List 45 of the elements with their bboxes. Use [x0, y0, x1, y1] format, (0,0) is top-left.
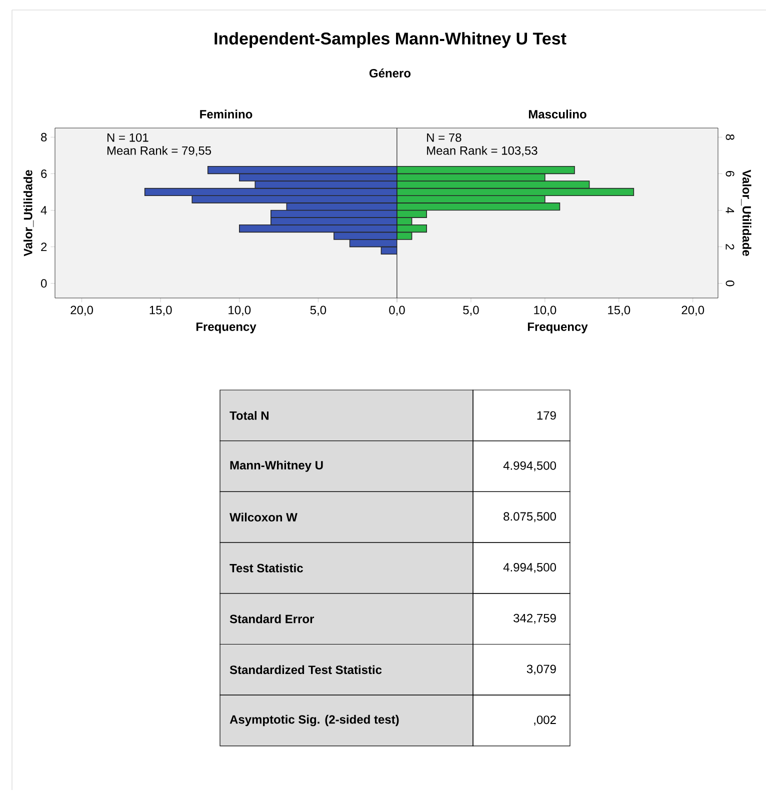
y-tick-label: 0	[40, 279, 47, 288]
text: 4.994,500	[503, 563, 556, 573]
x-tick-label: 15,0	[150, 306, 172, 316]
text: 4.994,500	[503, 461, 556, 472]
chart-title: Feminino	[200, 110, 252, 118]
y-tick-label: 8	[40, 132, 46, 142]
annotation: N = 78	[426, 133, 462, 142]
y-axis-title: Valor_Utilidade	[740, 170, 752, 256]
annotation: N = 101	[107, 133, 148, 142]
y-tick-label: 0	[726, 280, 734, 286]
text: 179	[537, 411, 556, 420]
text: Asymptotic Sig. (2-sided test)	[230, 714, 399, 726]
y-tick-label: 2	[726, 244, 734, 250]
x-tick-label: 20,0	[682, 306, 704, 316]
text: Género	[369, 68, 410, 78]
text: Standard Error	[230, 614, 314, 624]
y-tick-label: 8	[726, 134, 734, 140]
y-tick-label: 2	[40, 242, 46, 252]
x-tick-label: 10,0	[228, 306, 250, 316]
text: ,002	[534, 716, 556, 726]
y-tick-label: 4	[40, 206, 47, 214]
x-tick-label: 10,0	[534, 306, 556, 316]
text: Mann-Whitney U	[230, 460, 323, 472]
text: Test Statistic	[229, 564, 303, 572]
text: 342,759	[513, 614, 556, 624]
x-tick-label: 5,0	[462, 306, 479, 316]
y-tick-label: 6	[40, 169, 46, 178]
annotation: Mean Rank = 79,55	[107, 146, 211, 156]
y-tick-label: 6	[726, 170, 734, 177]
text: 8.075,500	[503, 512, 556, 522]
annotation: Mean Rank = 103,53	[426, 146, 538, 156]
x-tick-label: 0,0	[388, 306, 405, 316]
y-axis-title: Valor_Utilidade	[23, 170, 34, 256]
x-axis-title: Frequency	[196, 322, 256, 334]
x-tick-label: 20,0	[70, 306, 93, 316]
text: Wilcoxon W	[229, 512, 298, 522]
text: Independent-Samples Mann-Whitney U Test	[214, 32, 566, 48]
text: Total N	[229, 411, 268, 420]
text: Standardized Test Statistic	[230, 665, 382, 674]
y-tick-label: 4	[726, 207, 734, 214]
x-axis-title: Frequency	[528, 322, 588, 334]
x-tick-label: 15,0	[608, 306, 630, 316]
text: 3,079	[526, 664, 556, 675]
x-tick-label: 5,0	[310, 306, 326, 316]
chart-title: Masculino	[528, 110, 586, 118]
